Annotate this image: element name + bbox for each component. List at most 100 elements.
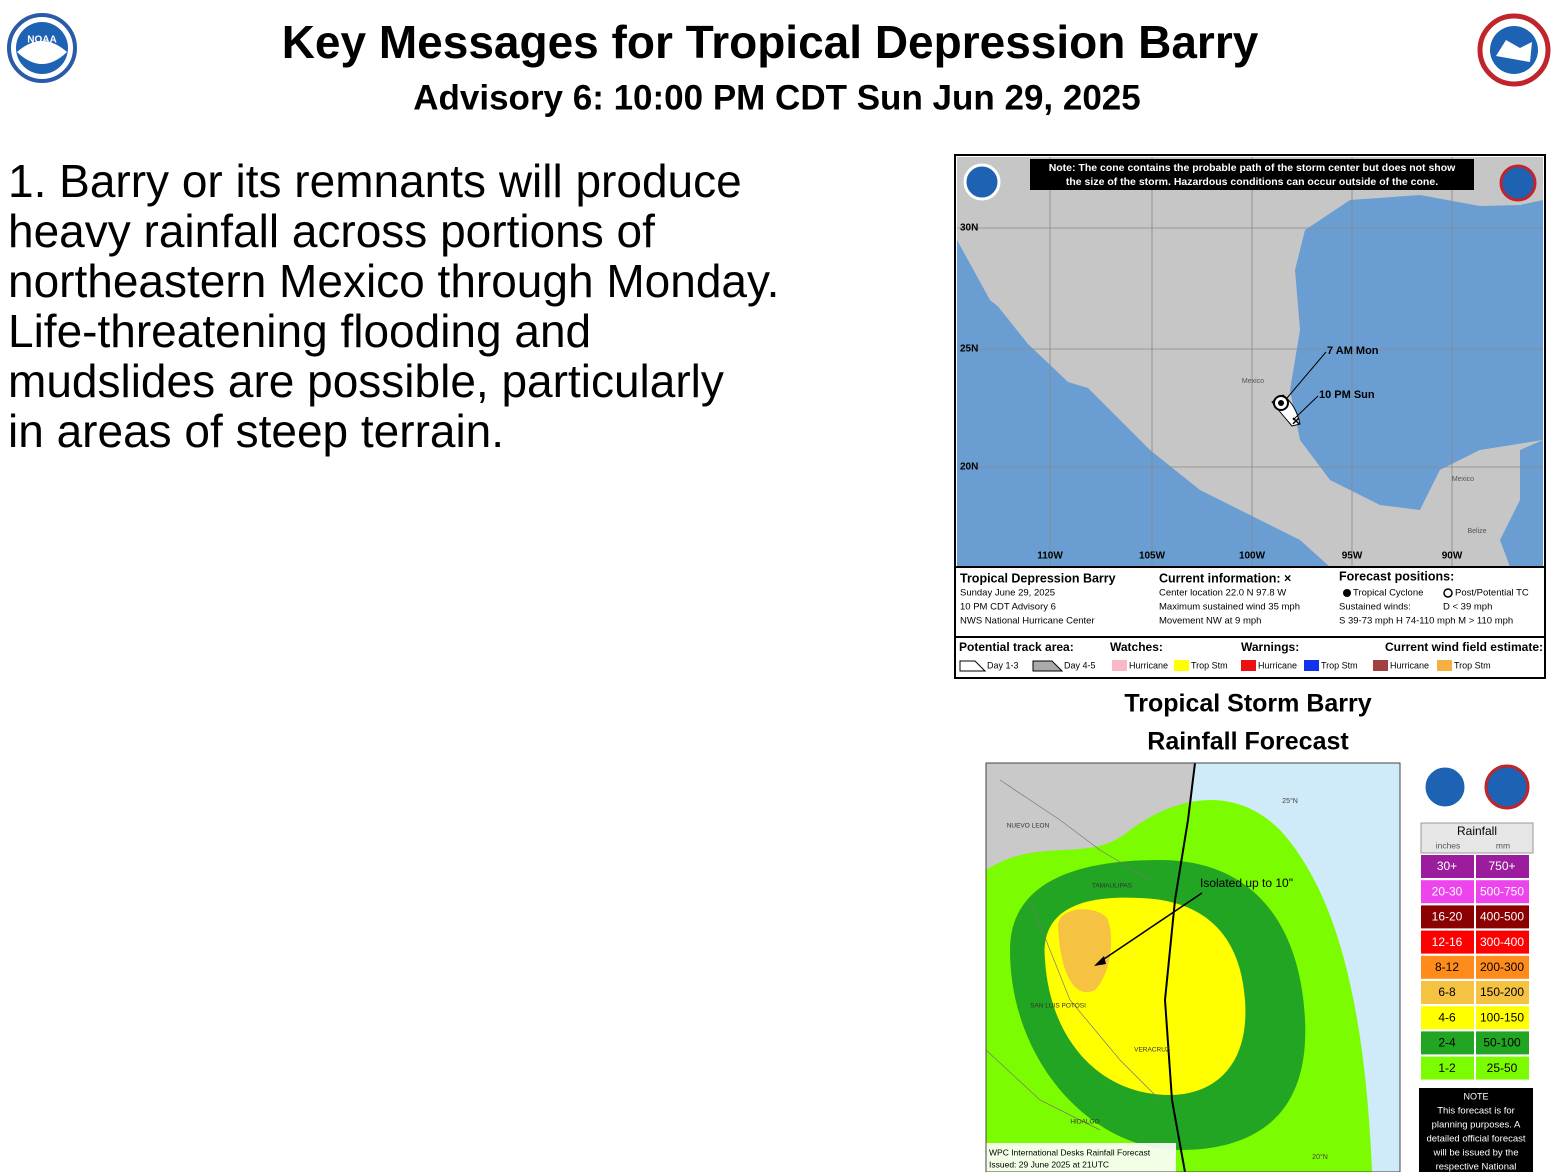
note-line: NOTE [1463,1091,1488,1101]
lat-label: 20°N [1312,1153,1328,1161]
footer-line: WPC International Desks Rainfall Forecas… [989,1147,1151,1157]
lat-label: 30N [960,223,978,234]
legend-item: Hurricane [1129,660,1168,670]
logo-text: NOAA [27,35,56,46]
rain-title: Tropical Storm Barry [1124,690,1371,718]
legend-item: Hurricane [1390,660,1429,670]
legend-title: Rainfall [1457,824,1497,838]
message-line: heavy rainfall across portions of [8,205,655,257]
legend-label: 400-500 [1480,910,1524,924]
legend-item: Day 4-5 [1064,660,1096,670]
note-line: detailed official forecast [1426,1134,1525,1145]
place-label: HIDALGO [1070,1119,1099,1126]
ptc-symbol [1443,588,1453,598]
legend-label: 20-30 [1432,884,1463,898]
legend-label: 750+ [1488,859,1515,873]
legend-swatch [1304,660,1319,671]
legend-label: 300-400 [1480,935,1524,949]
message-line: mudslides are possible, particularly [8,355,724,407]
place-label: TAMAULIPAS [1092,883,1133,890]
lon-label: 110W [1037,551,1063,562]
legend-label: 150-200 [1480,985,1524,999]
note-box [1419,1088,1533,1172]
legend-header [1420,822,1534,854]
legend-label: 2-4 [1438,1036,1456,1050]
legend-label: 16-20 [1432,910,1463,924]
legend-label: 30+ [1437,859,1457,873]
place-label: Mexico [1242,378,1264,385]
rain-title: Rainfall Forecast [1147,728,1349,756]
legend-swatch [1174,660,1189,671]
current-line: Movement NW at 9 mph [1159,616,1261,627]
legend-swatch [1476,981,1529,1004]
legend-swatch [1476,930,1529,954]
message-line: northeastern Mexico through Monday. [8,255,779,307]
lon-label: 90W [1442,551,1463,562]
place-label: Mexico [1452,476,1474,483]
place-label: NUEVO LEON [1007,823,1050,830]
legend-label: 6-8 [1438,985,1456,999]
legend-unit: inches [1436,840,1461,850]
title: Key Messages for Tropical Depression Bar… [282,16,1259,68]
note-line: respective National [1436,1162,1517,1172]
legend-swatch [1476,905,1529,929]
legend-unit: mm [1496,840,1510,850]
noaa-logo: NOAA [7,13,77,83]
legend-item: Hurricane [1258,660,1297,670]
legend-swatch [1421,981,1474,1004]
lat-label: 25N [960,344,978,355]
legend-label: 12-16 [1432,935,1463,949]
lat-label: 25°N [1282,797,1298,805]
current-title: Current information: × [1159,571,1291,585]
legend-item: Day 1-3 [987,660,1019,670]
forecast-item: Post/Potential TC [1455,588,1529,599]
footer-line: Issued: 29 June 2025 at 21UTC [989,1159,1109,1169]
place-label: SAN LUIS POTOSI [1030,1003,1086,1010]
legend-heading: Warnings: [1241,640,1299,654]
cone-map: × Note: The cone contains the probable p… [954,154,1546,679]
svg-text:×: × [1292,413,1300,429]
legend-swatch [1421,880,1474,904]
legend-swatch [1373,660,1388,671]
annotation: Isolated up to 10" [1200,876,1293,890]
legend-heading: Watches: [1110,640,1163,654]
forecast-title: Forecast positions: [1339,569,1454,583]
rainfall-map: Tropical Storm Barry Rainfall Forecast Iso… [985,690,1534,1172]
legend-label: 25-50 [1487,1061,1518,1075]
day13-swatch [959,660,987,672]
legend-item: Trop Stm [1191,660,1228,670]
storm-name: Tropical Depression Barry [960,571,1116,585]
legend-label: 4-6 [1438,1010,1456,1024]
tc-symbol [1343,589,1351,597]
legend-swatch [1437,660,1452,671]
legend-swatch [1421,1031,1474,1055]
legend-swatch [1421,905,1474,929]
message-line: in areas of steep terrain. [8,405,504,457]
legend-swatch [1476,955,1529,979]
forecast-line: S 39-73 mph H 74-110 mph M > 110 mph [1339,616,1513,627]
message-line: Life-threatening flooding and [8,305,591,357]
note-line: Note: The cone contains the probable pat… [1049,162,1456,174]
storm-line: Sunday June 29, 2025 [960,588,1055,599]
note-line: This forecast is for [1437,1106,1515,1117]
legend-label: 500-750 [1480,884,1524,898]
legend-swatch [1421,930,1474,954]
subtitle: Advisory 6: 10:00 PM CDT Sun Jun 29, 202… [413,78,1140,117]
storm-line: 10 PM CDT Advisory 6 [960,602,1056,613]
lat-label: 20N [960,462,978,473]
forecast-label: 7 AM Mon [1327,345,1379,357]
legend-swatch [1421,855,1474,878]
legend-swatch [1112,660,1127,671]
lon-label: 100W [1239,551,1266,562]
forecast-item: Tropical Cyclone [1353,588,1423,599]
legend-swatch [1476,855,1529,878]
note-line: will be issued by the [1432,1148,1518,1159]
legend-label: 8-12 [1435,960,1459,974]
legend-label: 200-300 [1480,960,1524,974]
legend-heading: Current wind field estimate: [1385,640,1543,654]
legend-swatch [1476,1006,1529,1030]
legend-item: Trop Stm [1454,660,1491,670]
forecast-label: 10 PM Sun [1319,389,1375,401]
legend-swatch [1421,1056,1474,1080]
